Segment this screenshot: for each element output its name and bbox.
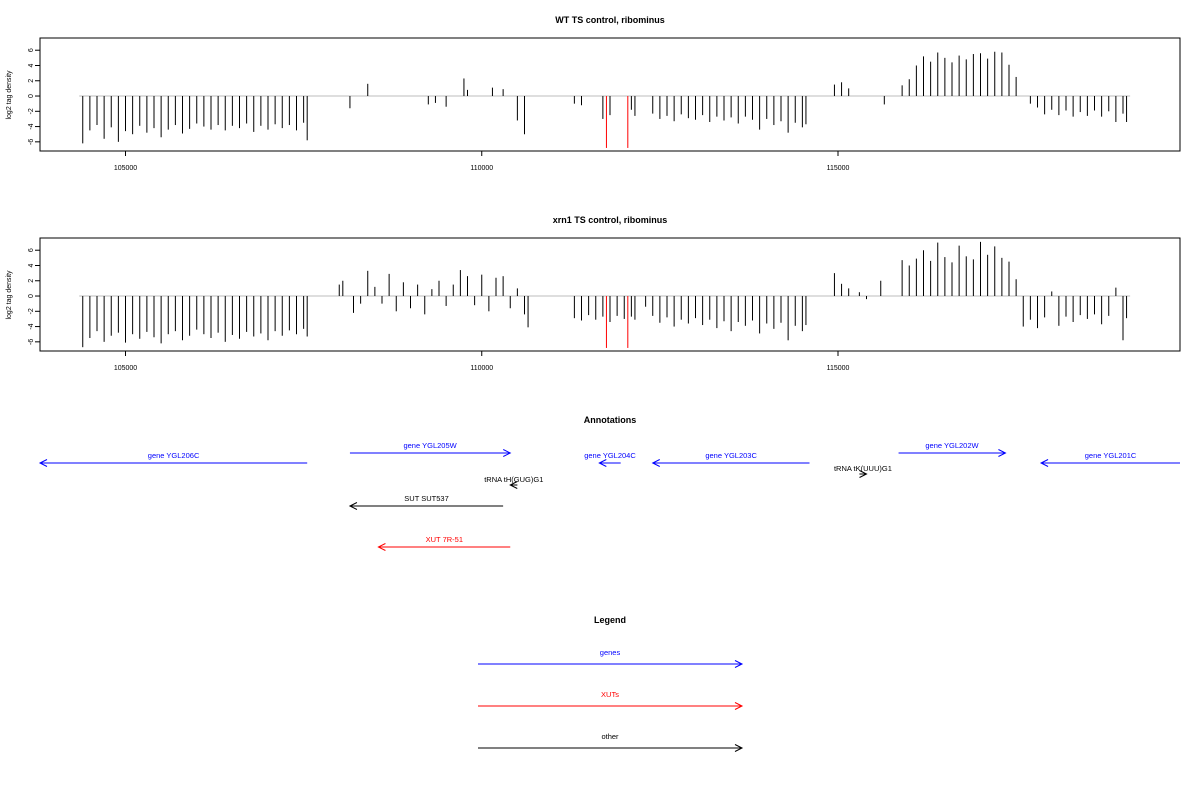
panel-wt-y-tick-label: -6 [28,139,35,145]
panel-wt-bars [79,51,1131,148]
legend-arrowhead [734,744,744,752]
feature-gene-ygl201c: gene YGL201C [1039,451,1180,467]
panel-wt-y-tick-label: -4 [28,123,35,129]
panel-xrn1-y-tick-label: 2 [28,279,35,283]
legend-items: genes XUTs other [478,648,744,752]
feature-label: tRNA tH(GUG)G1 [484,475,543,484]
legend-label: genes [600,648,621,657]
panel-xrn1-title: xrn1 TS control, ribominus [553,215,668,225]
panel-wt-frame [39,37,1181,152]
panel-wt-y-tick-label: 4 [28,63,35,67]
legend-title: Legend [594,615,626,625]
legend: Legend genes XUTs other [478,615,744,752]
annotations-title: Annotations [584,415,637,425]
legend-item-genes: genes [478,648,744,668]
panel-xrn1-bars [79,241,1131,348]
feature-label: gene YGL205W [403,441,457,450]
panel-wt-x-tick-label: 105000 [114,165,137,172]
feature-label: gene YGL201C [1085,451,1137,460]
feature-arrowhead [651,459,660,467]
panel-xrn1-y-tick-label: 0 [28,294,35,298]
panel-wt-y-tick-label: 6 [28,48,35,52]
panel-xrn1-x-tick-label: 115000 [827,365,850,372]
legend-label: other [601,732,619,741]
feature-label: XUT 7R-51 [426,535,463,544]
panel-wt-x-tick-label: 115000 [827,165,850,172]
panel-xrn1-y-tick-label: -4 [28,323,35,329]
legend-arrowhead [734,702,744,710]
feature-arrowhead [38,459,48,467]
feature-arrowhead [598,459,607,467]
feature-label: gene YGL204C [584,451,636,460]
feature-arrowhead [503,449,512,457]
panel-xrn1-x-axis: 105000 110000 115000 [114,351,850,372]
feature-arrowhead [377,543,386,551]
panel-wt-x-axis: 105000 110000 115000 [114,151,850,172]
feature-label: gene YGL202W [925,441,979,450]
feature-arrowhead [348,502,358,510]
feature-gene-ygl205w: gene YGL205W [349,441,512,457]
panel-xrn1-frame [39,237,1181,352]
feature-label: tRNA tK(UUU)G1 [834,464,892,473]
feature-label: gene YGL203C [705,451,757,460]
panel-wt-y-axis: -6 -4 -2 0 2 4 6 [28,48,40,145]
panel-xrn1-x-tick-label: 105000 [114,365,137,372]
panel-wt-y-tick-label: 0 [28,94,35,98]
panel-wt-x-tick-label: 110000 [470,165,493,172]
feature-arrowhead [509,481,518,489]
panel-xrn1-y-tick-label: -6 [28,339,35,345]
feature-label: gene YGL206C [148,451,200,460]
panel-xrn1-y-tick-label: 6 [28,248,35,252]
feature-label: SUT SUT537 [404,494,448,503]
panel-xrn1-y-tick-label: 4 [28,263,35,267]
panel-wt-ylabel: log2 tag density [6,70,13,120]
legend-item-xuts: XUTs [478,690,744,710]
feature-gene-ygl204c: gene YGL204C [584,451,636,467]
panel-xrn1-ylabel: log2 tag density [6,270,13,320]
feature-gene-ygl203c: gene YGL203C [651,451,810,467]
panel-wt-title: WT TS control, ribominus [555,15,665,25]
feature-arrowhead [859,470,868,478]
legend-arrowhead [734,660,744,668]
legend-label: XUTs [601,690,619,699]
feature-trna-th-gug-g1: tRNA tH(GUG)G1 [484,475,543,489]
panel-wt: WT TS control, ribominus log2 tag densit… [6,15,1181,172]
feature-arrowhead [1039,459,1049,467]
panel-xrn1: xrn1 TS control, ribominus log2 tag dens… [6,215,1181,372]
panel-wt-y-tick-label: 2 [28,79,35,83]
annotation-features: gene YGL206C gene YGL205W gene YGL204C gene… [38,441,1180,551]
feature-gene-ygl206c: gene YGL206C [38,451,308,467]
feature-xut-7r-51: XUT 7R-51 [377,535,511,551]
feature-arrowhead [998,449,1007,457]
panel-xrn1-y-axis: -6 -4 -2 0 2 4 6 [28,248,40,345]
feature-sut-sut537: SUT SUT537 [348,494,504,510]
legend-item-other: other [478,732,744,752]
panel-xrn1-x-tick-label: 110000 [470,365,493,372]
feature-gene-ygl202w: gene YGL202W [898,441,1007,457]
panel-wt-y-tick-label: -2 [28,108,35,114]
feature-trna-tk-uuu-g1: tRNA tK(UUU)G1 [834,464,892,478]
panel-xrn1-y-tick-label: -2 [28,308,35,314]
